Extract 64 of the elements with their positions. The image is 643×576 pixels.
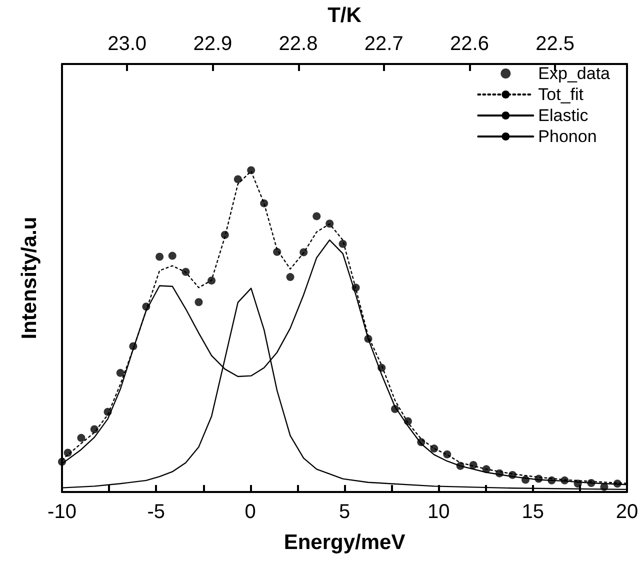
point xyxy=(234,175,242,184)
point xyxy=(129,342,138,350)
x-tick-label: -10 xyxy=(48,501,76,523)
point xyxy=(404,417,412,426)
point xyxy=(496,469,504,478)
point xyxy=(300,248,308,256)
point xyxy=(273,248,282,256)
point xyxy=(286,273,294,282)
point xyxy=(574,480,582,488)
point xyxy=(338,240,347,248)
point xyxy=(482,465,490,474)
point xyxy=(220,230,229,239)
x-axis-title: Energy/meV xyxy=(284,531,406,554)
x-tick-label: -5 xyxy=(147,501,166,523)
point xyxy=(508,470,516,479)
x-tick-label: 0 xyxy=(244,501,256,523)
point xyxy=(352,284,360,292)
point xyxy=(378,364,386,372)
x2-tick-label: 22.8 xyxy=(278,33,318,55)
legend-label: Elastic xyxy=(538,106,589,125)
point xyxy=(326,220,334,228)
point xyxy=(64,448,72,457)
point xyxy=(90,425,98,434)
x-tick-label: 15 xyxy=(522,501,544,523)
point xyxy=(208,276,216,285)
point xyxy=(534,474,543,483)
point xyxy=(417,438,426,446)
point xyxy=(390,404,399,413)
point xyxy=(560,476,569,484)
point xyxy=(77,434,86,442)
point xyxy=(58,458,66,466)
x-tick-label: 10 xyxy=(428,501,450,523)
point xyxy=(182,268,190,276)
x2-tick-label: 22.6 xyxy=(450,33,489,55)
point xyxy=(116,368,124,377)
point xyxy=(312,212,321,220)
point xyxy=(168,252,176,260)
point xyxy=(613,480,622,488)
x-tick-label: 5 xyxy=(338,501,350,523)
point xyxy=(364,334,372,343)
legend-label: Exp_data xyxy=(538,64,611,83)
point xyxy=(600,482,608,491)
x2-tick-label: 22.7 xyxy=(364,33,404,55)
point xyxy=(430,444,438,453)
point xyxy=(247,166,256,174)
point xyxy=(194,298,203,306)
point xyxy=(456,462,464,470)
point xyxy=(443,450,452,458)
x2-tick-label: 22.5 xyxy=(536,33,575,55)
point xyxy=(587,478,596,487)
point xyxy=(469,460,478,469)
point xyxy=(156,252,164,261)
legend-label: Phonon xyxy=(538,127,597,146)
point xyxy=(260,199,268,208)
x2-tick-label: 23.0 xyxy=(108,33,147,55)
y-axis-title: Intensity/a.u xyxy=(18,216,41,340)
legend-label: Tot_fit xyxy=(538,85,584,104)
point xyxy=(142,302,150,311)
x2-axis-title: T/K xyxy=(328,4,362,27)
x2-tick-label: 22.9 xyxy=(193,33,232,55)
point xyxy=(548,476,556,484)
point xyxy=(104,408,112,416)
point xyxy=(521,476,530,484)
x-tick-label: 20 xyxy=(616,501,638,523)
